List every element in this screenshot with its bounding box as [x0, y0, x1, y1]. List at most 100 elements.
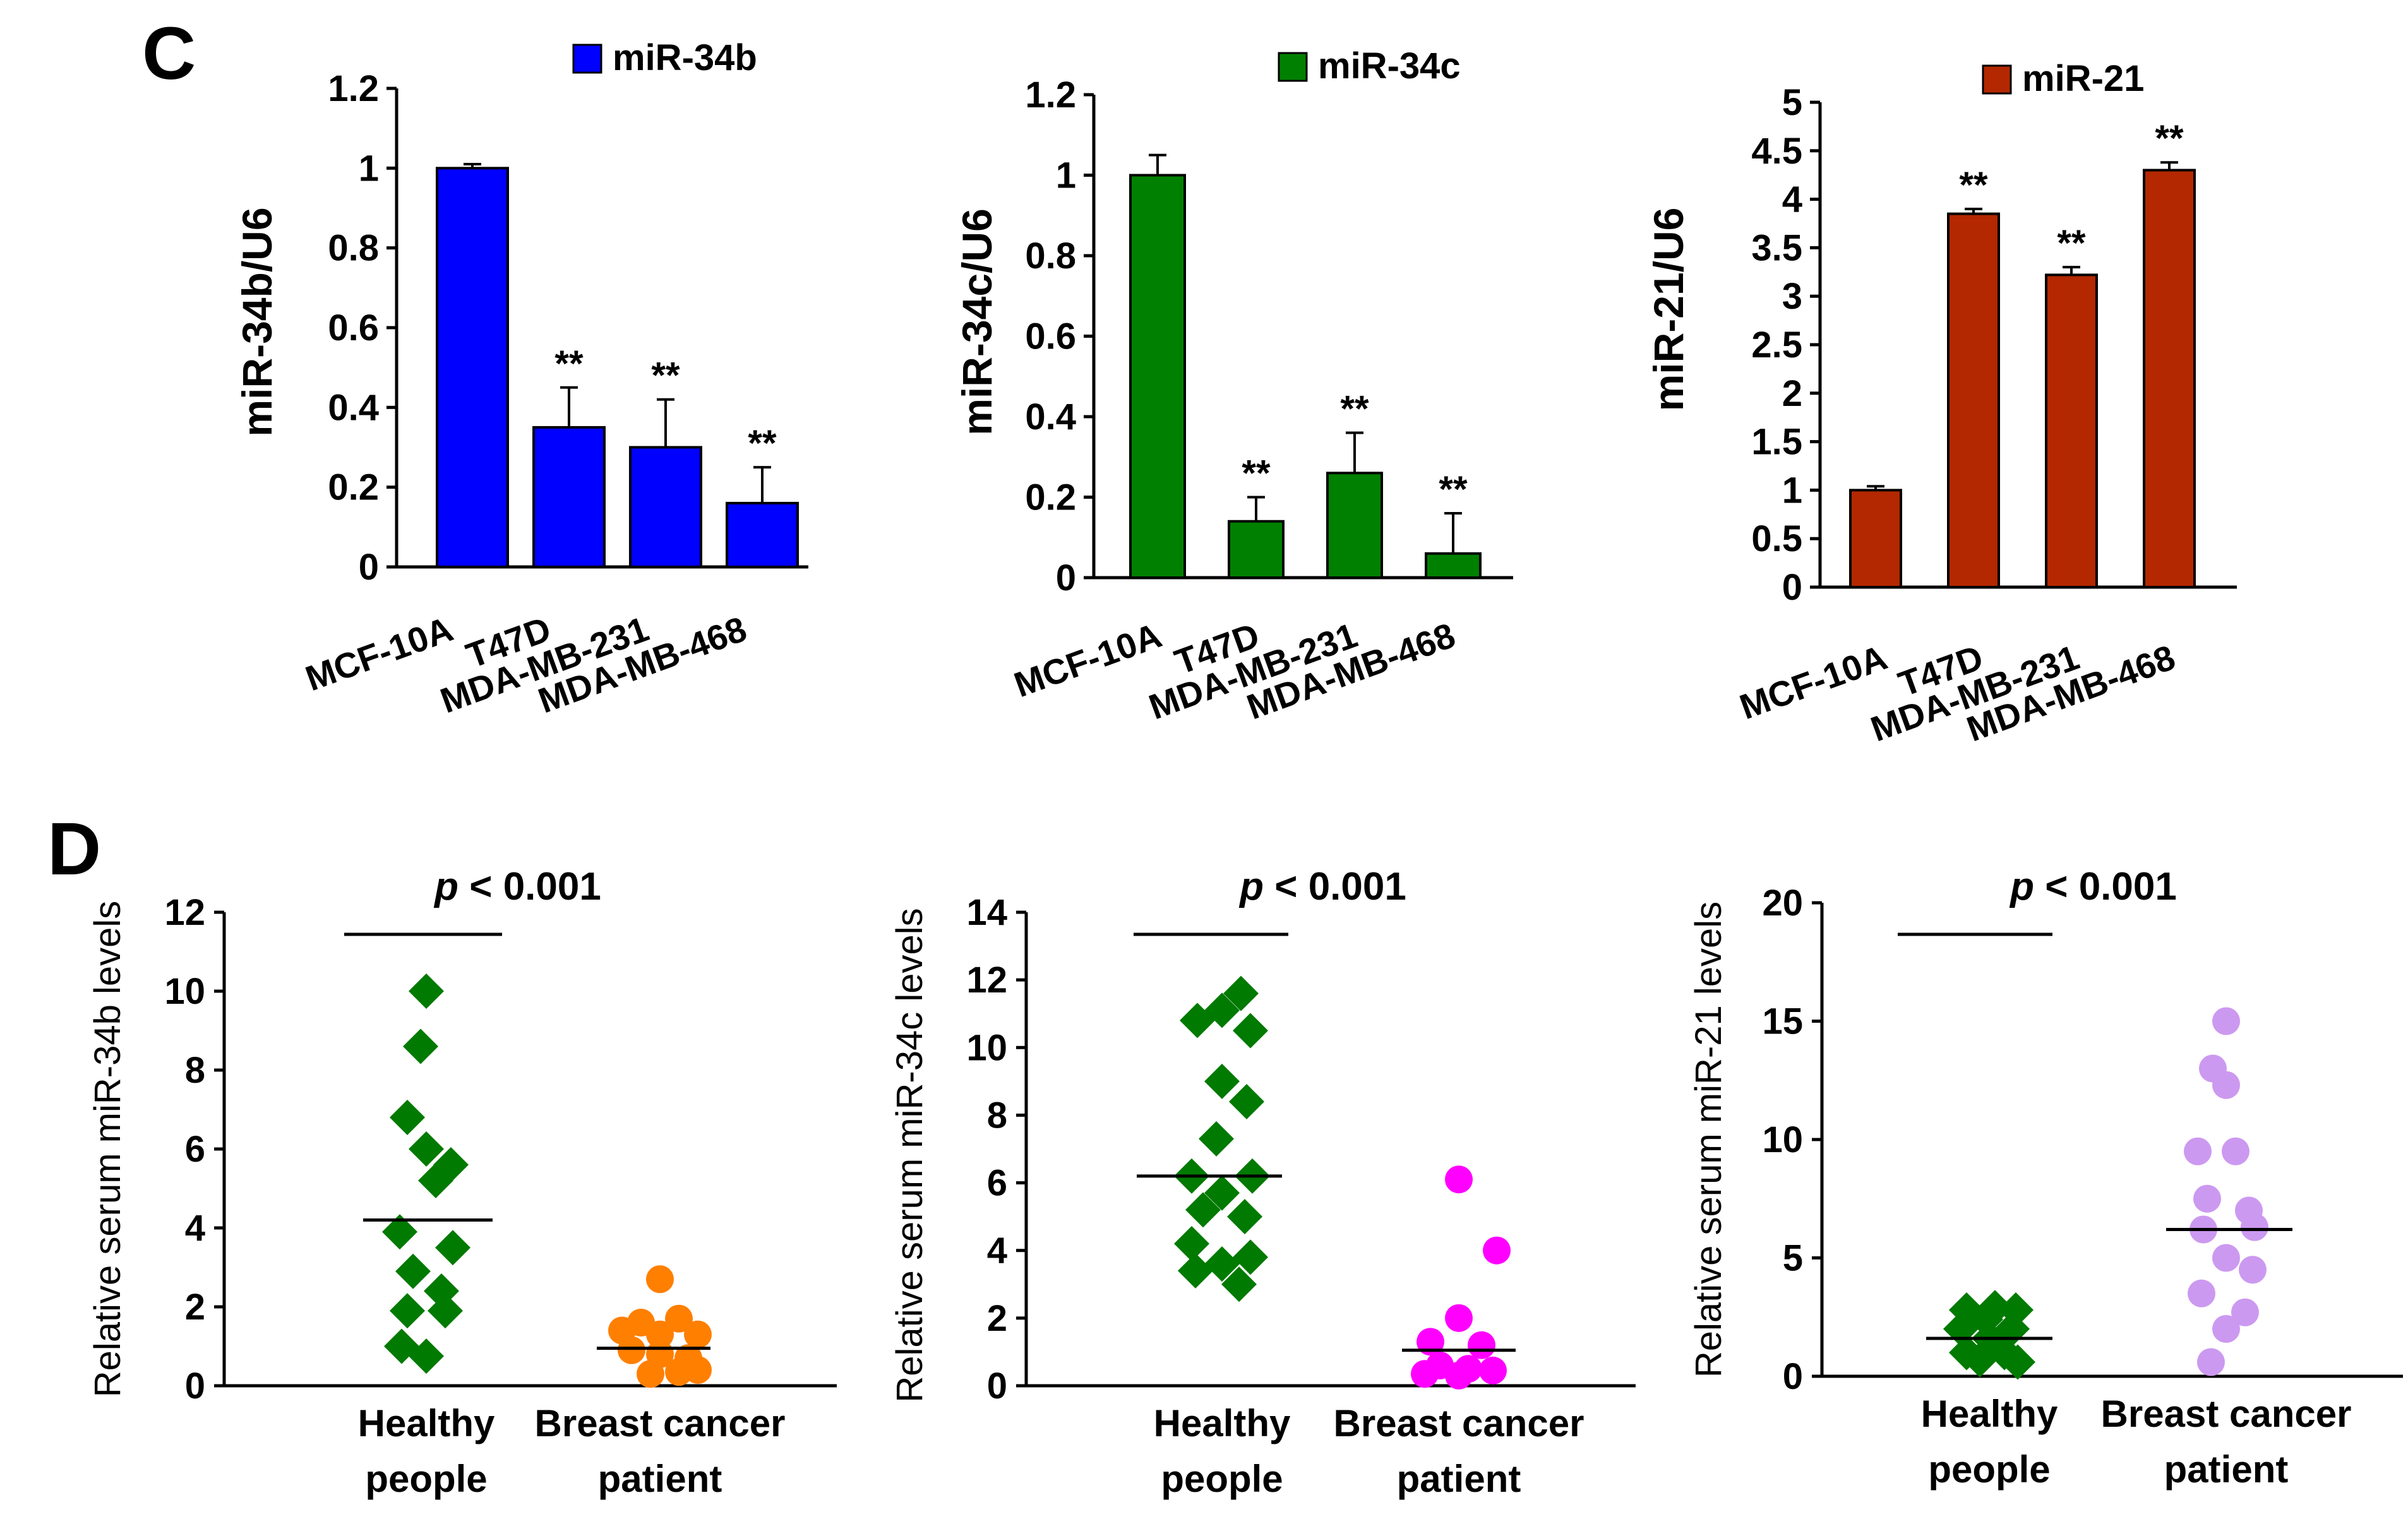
data-point-diamond	[1229, 1084, 1264, 1119]
bar	[1425, 552, 1482, 579]
y-tick-label: 0.8	[328, 228, 379, 269]
category-label: Healthy	[1921, 1393, 2058, 1435]
data-point-circle	[1479, 1356, 1507, 1384]
data-point-diamond	[409, 1338, 444, 1374]
category-label: people	[365, 1458, 487, 1500]
p-value-annotation: p < 0.001	[1238, 865, 1406, 908]
panel-label-c: C	[142, 12, 196, 95]
y-tick-label: 4	[987, 1230, 1007, 1271]
bar	[1849, 489, 1902, 589]
category-label: MCF-10A	[301, 609, 458, 698]
data-point-diamond	[1204, 1175, 1240, 1211]
significance-marker: **	[2057, 223, 2086, 264]
data-point-diamond	[1204, 1063, 1240, 1099]
data-point-diamond	[1180, 1003, 1215, 1039]
bar	[1326, 472, 1383, 579]
data-point-circle	[2222, 1137, 2249, 1165]
data-point-circle	[2239, 1256, 2267, 1284]
category-label: people	[1161, 1458, 1283, 1500]
data-point-circle	[684, 1320, 712, 1348]
y-tick-label: 5	[1782, 82, 1802, 123]
data-point-diamond	[382, 1214, 417, 1250]
panel-label-d: D	[47, 807, 101, 891]
bar	[436, 167, 509, 569]
y-tick-label: 0	[1783, 1356, 1803, 1397]
category-label: Healthy	[1154, 1402, 1291, 1444]
data-point-diamond	[1233, 1013, 1268, 1049]
y-tick-label: 10	[1762, 1119, 1803, 1160]
data-point-diamond	[1174, 1226, 1209, 1261]
data-point-diamond	[1227, 1199, 1262, 1235]
y-tick-label: 0.6	[1025, 316, 1076, 357]
data-point-circle	[684, 1356, 712, 1384]
y-axis-label: miR-34b/U6	[234, 207, 280, 436]
y-tick-label: 0	[359, 547, 379, 588]
y-tick-label: 0.4	[1025, 396, 1076, 438]
significance-marker: **	[1959, 165, 1988, 206]
significance-marker: **	[1242, 453, 1271, 494]
legend-label: miR-34c	[1318, 45, 1461, 86]
scatter-chart-mir21-serum: 0 5 10 15 20 Relative serum miR-21 levels p < …	[1688, 865, 2403, 1491]
data-point-diamond	[409, 1131, 444, 1167]
y-tick-label: 0.2	[1025, 477, 1076, 518]
data-point-diamond	[1223, 975, 1259, 1011]
y-tick-label: 12	[164, 892, 205, 933]
category-label: Breast cancer	[1334, 1402, 1584, 1444]
data-point-circle	[2212, 1244, 2240, 1272]
category-label: Healthy	[358, 1402, 495, 1444]
data-point-diamond	[418, 1163, 453, 1198]
y-tick-label: 1	[1782, 470, 1802, 511]
p-value-symbol: p	[433, 865, 458, 908]
category-label: patient	[2164, 1448, 2289, 1491]
y-tick-label: 20	[1762, 883, 1803, 924]
significance-marker: **	[748, 423, 777, 464]
data-point-circle	[2241, 1213, 2268, 1241]
y-tick-label: 1.2	[328, 68, 379, 109]
p-value-text: < 0.001	[1264, 865, 1406, 908]
y-tick-label: 2.5	[1751, 324, 1802, 366]
y-tick-label: 0	[1782, 567, 1802, 608]
y-tick-label: 1.5	[1751, 422, 1802, 463]
y-tick-label: 10	[164, 971, 205, 1012]
data-point-diamond	[403, 1028, 438, 1064]
y-tick-label: 4	[1782, 179, 1802, 220]
y-axis-label: Relative serum miR-34b levels	[87, 901, 128, 1397]
bar-chart-mir21: 00.511.522.533.544.55miR-21/U6miR-21MCF-…	[1645, 58, 2237, 749]
data-point-diamond	[428, 1293, 463, 1329]
category-label: MCF-10A	[1009, 615, 1167, 705]
significance-marker: **	[1340, 389, 1369, 430]
data-point-circle	[646, 1320, 674, 1348]
data-point-circle	[2197, 1348, 2225, 1376]
p-value-annotation: p < 0.001	[433, 865, 601, 908]
legend-swatch	[1982, 64, 2012, 95]
data-point-circle	[1468, 1331, 1495, 1359]
data-point-circle	[2212, 1315, 2240, 1343]
y-tick-label: 0.5	[1751, 518, 1802, 559]
data-point-diamond	[409, 973, 444, 1009]
scatter-chart-mir34c-serum: 0 2 4 6 8 10 12 14 Relative serum miR-34c levels…	[889, 865, 1636, 1500]
y-tick-label: 6	[987, 1163, 1007, 1204]
y-tick-label: 5	[1783, 1238, 1803, 1279]
data-point-circle	[1445, 1304, 1473, 1332]
y-tick-label: 8	[987, 1095, 1007, 1136]
y-tick-label: 15	[1762, 1001, 1803, 1042]
bar	[1228, 520, 1285, 579]
legend-label: miR-21	[2022, 58, 2144, 99]
y-tick-label: 1	[1056, 155, 1076, 196]
y-tick-label: 0.4	[328, 387, 379, 428]
data-point-diamond	[1962, 1342, 1998, 1378]
y-tick-label: 3.5	[1751, 227, 1802, 268]
p-value-annotation: p < 0.001	[2009, 865, 2177, 908]
bar-chart-mir34c: 0 0.2 0.4 0.6 0.8 1 1.2 miR-34c/U6 miR-34c MCF-10…	[954, 45, 1513, 727]
y-tick-label: 4.5	[1751, 131, 1802, 172]
y-tick-label: 0.2	[328, 467, 379, 508]
y-tick-label: 0	[1056, 557, 1076, 598]
legend-swatch	[572, 44, 602, 74]
bar	[532, 426, 606, 569]
data-point-diamond	[435, 1230, 470, 1266]
y-tick-label: 2	[1782, 373, 1802, 414]
bar	[2045, 273, 2098, 588]
legend-label: miR-34b	[613, 37, 757, 78]
y-tick-label: 8	[185, 1050, 205, 1091]
